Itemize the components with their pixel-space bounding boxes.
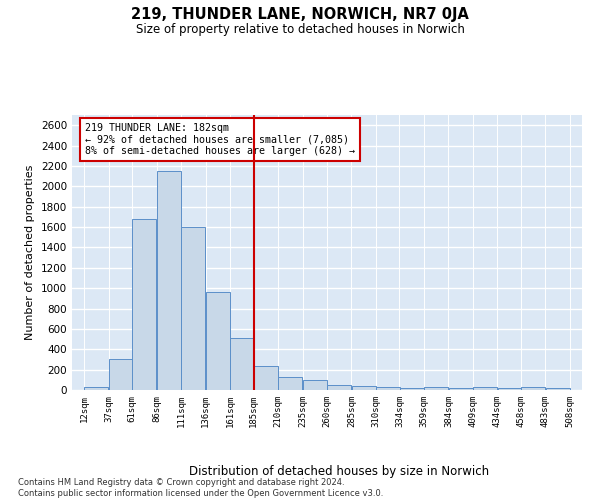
Bar: [545, 388, 569, 390]
Bar: [181, 227, 205, 390]
Bar: [521, 388, 545, 390]
Bar: [278, 378, 302, 390]
Text: 219, THUNDER LANE, NORWICH, NR7 0JA: 219, THUNDER LANE, NORWICH, NR7 0JA: [131, 8, 469, 22]
Bar: [400, 388, 424, 390]
Text: 219 THUNDER LANE: 182sqm
← 92% of detached houses are smaller (7,085)
8% of semi: 219 THUNDER LANE: 182sqm ← 92% of detach…: [85, 123, 355, 156]
Bar: [352, 386, 376, 390]
Bar: [85, 388, 109, 390]
Text: Contains HM Land Registry data © Crown copyright and database right 2024.
Contai: Contains HM Land Registry data © Crown c…: [18, 478, 383, 498]
Bar: [497, 388, 521, 390]
Y-axis label: Number of detached properties: Number of detached properties: [25, 165, 35, 340]
Bar: [230, 338, 254, 390]
Bar: [449, 388, 473, 390]
Bar: [424, 387, 448, 390]
Bar: [327, 385, 351, 390]
Text: Size of property relative to detached houses in Norwich: Size of property relative to detached ho…: [136, 22, 464, 36]
Bar: [473, 387, 497, 390]
Bar: [157, 171, 181, 390]
Bar: [376, 387, 400, 390]
Bar: [133, 220, 157, 390]
Text: Distribution of detached houses by size in Norwich: Distribution of detached houses by size …: [189, 464, 489, 477]
Bar: [206, 292, 230, 390]
Bar: [109, 360, 133, 390]
Bar: [254, 366, 278, 390]
Bar: [303, 380, 327, 390]
